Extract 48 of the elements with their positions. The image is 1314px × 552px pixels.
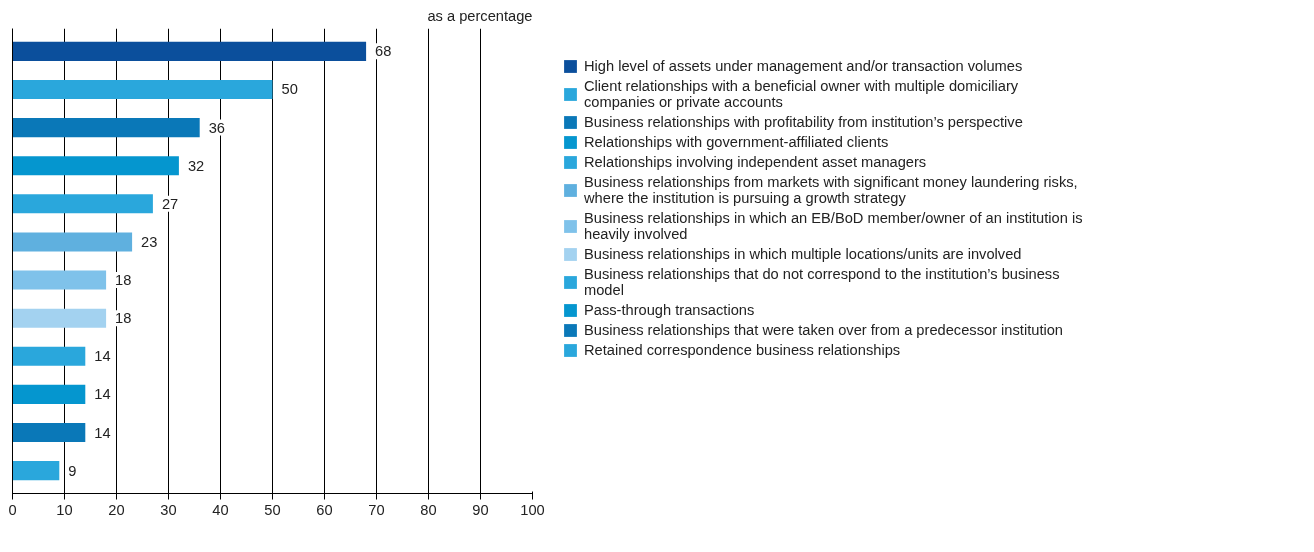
data-label: 18 bbox=[115, 310, 132, 327]
data-label: 23 bbox=[141, 233, 158, 250]
bar bbox=[12, 346, 86, 366]
x-tick-label: 50 bbox=[264, 501, 281, 518]
legend-label: Business relationships in which an EB/BoD member/owner of an institution is heavily involved bbox=[584, 210, 1083, 242]
x-tick-label: 30 bbox=[160, 501, 177, 518]
x-tick-label: 10 bbox=[56, 501, 73, 518]
legend-label: Relationships involving independent asset managers bbox=[584, 154, 927, 170]
legend-label: Relationships with government-affiliated clients bbox=[584, 134, 889, 150]
bar bbox=[12, 461, 60, 481]
x-tick-label: 0 bbox=[8, 501, 17, 518]
data-label: 9 bbox=[68, 462, 77, 479]
legend-label: Pass-through transactions bbox=[584, 302, 755, 318]
bar bbox=[12, 156, 179, 176]
legend-label: Business relationships that were taken over from a predecessor institution bbox=[584, 322, 1064, 338]
bar bbox=[12, 384, 86, 404]
legend-label: Business relationships from markets with significant money laundering risks, where the institution is pursuing a growth strategy bbox=[584, 174, 1078, 206]
bar bbox=[12, 79, 273, 100]
legend-label: Business relationships with profitability from institution’s perspective bbox=[584, 114, 1023, 130]
legend-label: Business relationships that do not correspond to the institution’s business model bbox=[584, 266, 1060, 298]
legend-label: Retained correspondence business relationships bbox=[584, 342, 901, 358]
x-tick-label: 70 bbox=[368, 501, 385, 518]
chart-title: as a percentage bbox=[427, 7, 533, 24]
x-tick-label: 60 bbox=[316, 501, 333, 518]
data-label: 36 bbox=[208, 119, 226, 136]
legend-label: Business relationships in which multiple locations/units are involved bbox=[584, 246, 1022, 262]
data-label: 32 bbox=[187, 157, 205, 174]
data-label: 14 bbox=[94, 424, 111, 441]
data-label: 68 bbox=[375, 43, 392, 60]
data-label: 14 bbox=[94, 348, 111, 365]
bar bbox=[12, 308, 107, 328]
x-tick-label: 20 bbox=[108, 501, 125, 518]
bar bbox=[12, 41, 367, 61]
bar bbox=[12, 118, 200, 138]
bar bbox=[12, 422, 86, 443]
legend-label: Client relationships with a beneficial owner with multiple domiciliary companies or private accounts bbox=[584, 78, 1019, 110]
bar bbox=[12, 194, 153, 214]
x-tick-label: 90 bbox=[472, 501, 489, 518]
bar bbox=[12, 270, 107, 290]
x-tick-label: 40 bbox=[212, 501, 229, 518]
data-label: 18 bbox=[115, 272, 132, 289]
data-label: 27 bbox=[161, 195, 179, 212]
data-label: 50 bbox=[281, 81, 298, 98]
legend-label: High level of assets under management and/or transaction volumes bbox=[584, 58, 1023, 74]
bar bbox=[12, 232, 133, 252]
x-tick-label: 100 bbox=[520, 501, 545, 518]
data-label: 14 bbox=[94, 386, 111, 403]
x-tick-label: 80 bbox=[420, 501, 437, 518]
